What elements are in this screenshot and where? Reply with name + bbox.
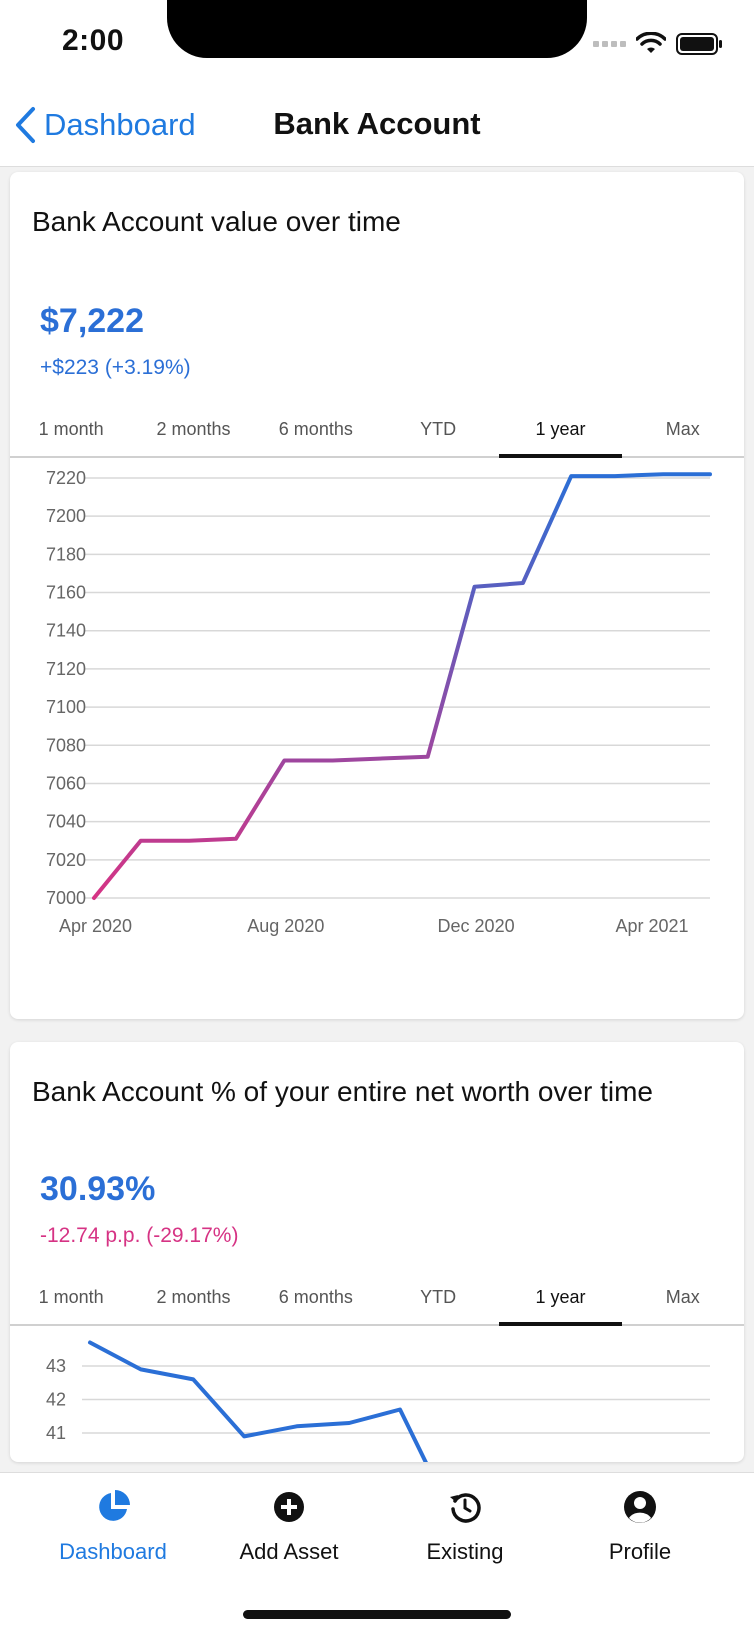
y-tick-label: 7040 [46,812,86,832]
y-tick-label: 7060 [46,773,86,793]
y-tick-label: 7180 [46,544,86,564]
tab-1-month[interactable]: 1 month [38,419,104,439]
tabbar-label: Add Asset [239,1539,339,1564]
y-tick-label: 7100 [46,697,86,717]
history-icon [450,1493,481,1523]
tab-6-months[interactable]: 6 months [278,419,353,439]
y-tick-label: 7200 [46,506,86,526]
y-tick-label: 42 [46,1390,66,1410]
status-time: 2:00 [62,24,125,57]
y-tick-label: 7020 [46,850,86,870]
tabbar-item-profile[interactable]: Profile [550,1487,730,1565]
percentage-change: -12.74 p.p. (-29.17%) [40,1224,239,1247]
series-line [88,1340,428,1462]
back-button[interactable]: Dashboard [14,106,196,144]
card-title: Bank Account % of your entire net worth … [32,1076,653,1107]
tab-1-year[interactable]: 1 year [499,406,622,458]
tab-max[interactable]: Max [665,419,700,439]
x-tick-label: Dec 2020 [438,916,515,936]
notch [167,0,587,58]
tab-2-months[interactable]: 2 months [156,419,231,439]
back-button-label: Dashboard [44,107,196,142]
tab-2-months[interactable]: 2 months [156,1287,231,1307]
card-title: Bank Account value over time [32,206,401,237]
percentage-line-chart: 41 42 43 [46,1340,710,1462]
status-bar: 2:00 [0,0,754,88]
page-title: Bank Account [273,106,481,141]
tab-1-year[interactable]: 1 year [499,1274,622,1326]
person-circle-icon [624,1491,656,1523]
home-indicator [243,1610,511,1619]
tab-ytd[interactable]: YTD [420,419,457,439]
tabbar-item-add-asset[interactable]: Add Asset [199,1487,379,1565]
y-tick-label: 41 [46,1423,66,1443]
value-over-time-card: Bank Account value over time $7,222 +$22… [10,172,744,1019]
current-percentage: 30.93% [40,1170,156,1208]
y-tick-label: 7160 [46,583,86,603]
tabbar-item-dashboard[interactable]: Dashboard [23,1487,203,1565]
series-line [92,472,712,900]
cellular-signal-icon [593,41,626,47]
y-tick-label: 7000 [46,888,86,908]
tabbar-item-existing[interactable]: Existing [375,1487,555,1565]
x-tick-label: Aug 2020 [247,916,324,936]
value-line-chart: 7000 7020 7040 7060 7080 7100 7120 7140 7160 7180… [46,468,712,936]
tab-6-months[interactable]: 6 months [278,1287,353,1307]
tab-1-month[interactable]: 1 month [38,1287,104,1307]
tabbar-label: Dashboard [59,1539,167,1564]
bottom-tab-bar: Dashboard Add Asset Existing [0,1472,754,1635]
y-tick-label: 7080 [46,735,86,755]
current-value: $7,222 [40,302,144,340]
tab-max[interactable]: Max [665,1287,700,1307]
tab-ytd[interactable]: YTD [420,1287,457,1307]
wifi-icon [636,32,666,53]
net-worth-share-card: Bank Account % of your entire net worth … [10,1042,744,1462]
status-icons [593,30,724,58]
y-tick-label: 7140 [46,621,86,641]
navigation-bar: Dashboard Bank Account [0,88,754,167]
value-change: +$223 (+3.19%) [40,356,191,379]
tabbar-label: Existing [426,1539,504,1564]
tabbar-label: Profile [608,1539,672,1564]
y-tick-label: 7220 [46,468,86,488]
y-tick-label: 7120 [46,659,86,679]
period-tabs: 1 month 2 months 6 months YTD 1 year Max [10,406,744,458]
chevron-left-icon [16,107,35,143]
x-tick-label: Apr 2021 [615,916,688,936]
add-circle-icon [274,1492,304,1522]
pie-chart-icon [99,1490,130,1521]
period-tabs: 1 month 2 months 6 months YTD 1 year Max [10,1274,744,1326]
battery-icon [676,33,722,55]
y-tick-label: 43 [46,1356,66,1376]
x-tick-label: Apr 2020 [59,916,132,936]
